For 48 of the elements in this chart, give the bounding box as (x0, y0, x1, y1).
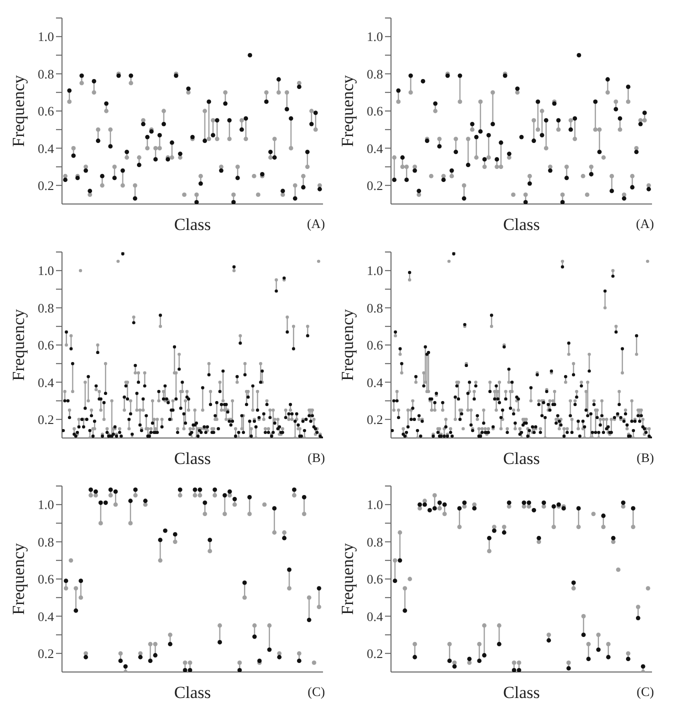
y-tick-label: 0.4 (366, 374, 384, 390)
y-tick-label: 0.4 (38, 608, 54, 624)
y-axis-title: Frequency (338, 308, 358, 381)
text: (A) (636, 216, 654, 232)
y-tick-label: 0.2 (366, 412, 383, 428)
y-axis-title: Frequency (9, 74, 28, 147)
x-axis-title: Class (503, 215, 540, 234)
y-tick-label: 1.0 (366, 29, 383, 44)
y-tick-label: 0.2 (366, 646, 383, 662)
y-tick-label: 0.8 (38, 534, 54, 550)
y-tick-label: 0.6 (366, 338, 384, 353)
y-tick-label: 1.0 (366, 497, 383, 512)
x-axis-title: Class (174, 683, 211, 701)
x-axis-title: Class (174, 449, 211, 468)
x-axis-title: Class (503, 683, 540, 701)
y-tick-label: 1.0 (38, 263, 54, 278)
text: (C) (308, 684, 325, 700)
y-axis-title: Frequency (9, 542, 28, 615)
y-tick-label: 0.8 (366, 66, 383, 82)
y-tick-label: 0.4 (366, 608, 384, 624)
x-axis-title: Class (174, 215, 211, 234)
y-tick-label: 0.8 (38, 66, 54, 82)
y-tick-label: 0.2 (38, 178, 54, 194)
text: (B) (308, 450, 325, 466)
x-axis-title: Class (503, 449, 540, 468)
y-axis-title: Frequency (338, 74, 358, 147)
y-tick-label: 0.6 (366, 104, 384, 119)
y-tick-label: 1.0 (366, 263, 383, 278)
y-axis-title: Frequency (338, 542, 358, 615)
y-tick-label: 0.2 (38, 646, 54, 662)
y-tick-label: 0.4 (38, 374, 54, 390)
y-tick-label: 0.2 (38, 412, 54, 428)
y-tick-label: 1.0 (38, 497, 54, 512)
text: (A) (306, 216, 325, 232)
y-tick-label: 0.6 (366, 572, 384, 587)
y-tick-label: 0.4 (366, 140, 384, 156)
y-tick-label: 1.0 (38, 29, 54, 44)
text: (C) (636, 684, 654, 700)
y-axis-title: Frequency (9, 308, 28, 381)
y-tick-label: 0.8 (38, 300, 54, 316)
y-tick-label: 0.6 (38, 104, 54, 119)
y-tick-label: 0.8 (366, 534, 383, 550)
y-tick-label: 0.6 (38, 572, 54, 587)
text: (B) (636, 450, 654, 466)
y-tick-label: 0.8 (366, 300, 383, 316)
y-tick-label: 0.6 (38, 338, 54, 353)
y-tick-label: 0.2 (366, 178, 383, 194)
y-tick-label: 0.4 (38, 140, 54, 156)
